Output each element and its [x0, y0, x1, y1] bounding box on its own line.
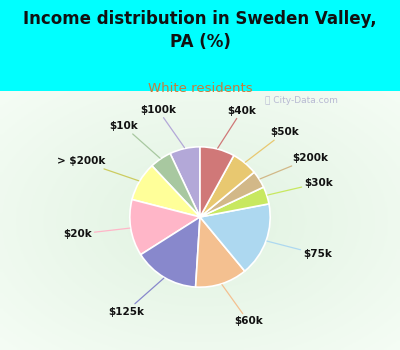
Wedge shape: [141, 217, 200, 287]
Text: $40k: $40k: [218, 106, 256, 148]
Text: > $200k: > $200k: [57, 156, 139, 181]
Text: $125k: $125k: [108, 278, 164, 316]
Wedge shape: [200, 204, 270, 271]
Wedge shape: [130, 199, 200, 254]
Text: $75k: $75k: [267, 241, 332, 259]
Wedge shape: [196, 217, 245, 287]
Wedge shape: [132, 166, 200, 217]
Wedge shape: [200, 187, 269, 217]
Wedge shape: [200, 172, 264, 217]
Wedge shape: [200, 147, 234, 217]
Text: Income distribution in Sweden Valley,
PA (%): Income distribution in Sweden Valley, PA…: [23, 10, 377, 51]
Text: $10k: $10k: [110, 121, 160, 158]
Text: White residents: White residents: [148, 82, 252, 95]
Wedge shape: [200, 155, 254, 217]
Wedge shape: [152, 154, 200, 217]
Text: ⓘ City-Data.com: ⓘ City-Data.com: [265, 96, 338, 105]
Text: $30k: $30k: [268, 178, 333, 195]
Text: $20k: $20k: [63, 228, 130, 239]
Text: $50k: $50k: [245, 127, 299, 162]
Wedge shape: [170, 147, 200, 217]
Text: $60k: $60k: [222, 285, 263, 327]
Text: $100k: $100k: [140, 105, 184, 148]
Text: $200k: $200k: [260, 153, 329, 179]
